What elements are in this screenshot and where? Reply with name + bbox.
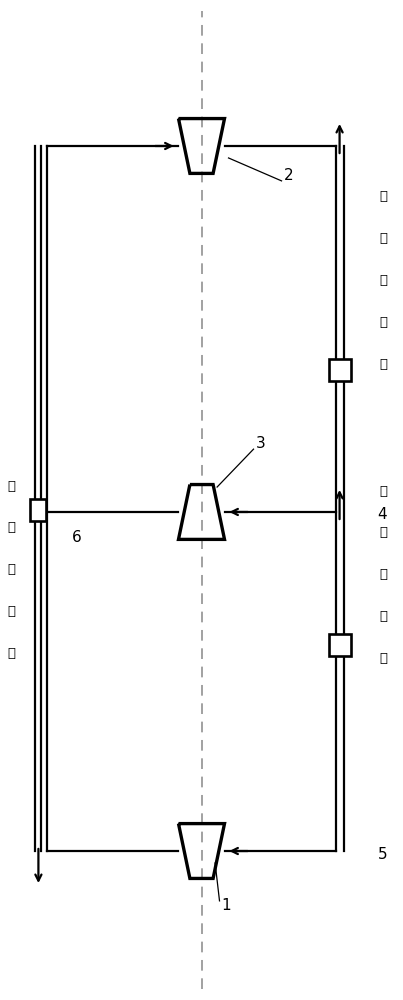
- Text: 质: 质: [380, 358, 388, 371]
- Text: 介: 介: [7, 605, 15, 618]
- Text: 热: 热: [380, 274, 388, 287]
- Text: 6: 6: [71, 530, 81, 545]
- Text: 5: 5: [378, 847, 387, 862]
- Text: 3: 3: [256, 436, 265, 451]
- Text: 加: 加: [7, 521, 15, 534]
- Bar: [328, 359, 351, 381]
- Text: 介: 介: [380, 610, 388, 623]
- Text: 2: 2: [284, 168, 293, 183]
- Text: 热: 热: [7, 563, 15, 576]
- Text: 高: 高: [380, 190, 388, 203]
- Text: 被: 被: [7, 480, 15, 493]
- Text: 低: 低: [380, 485, 388, 498]
- Text: 热: 热: [380, 568, 388, 581]
- Text: 介: 介: [380, 316, 388, 329]
- Bar: [30, 499, 46, 521]
- Text: 质: 质: [7, 647, 15, 660]
- Text: 温: 温: [380, 526, 388, 539]
- Text: 温: 温: [380, 232, 388, 245]
- Text: 质: 质: [380, 652, 388, 665]
- Bar: [328, 634, 351, 656]
- Text: 4: 4: [378, 507, 387, 522]
- Text: 1: 1: [222, 898, 231, 913]
